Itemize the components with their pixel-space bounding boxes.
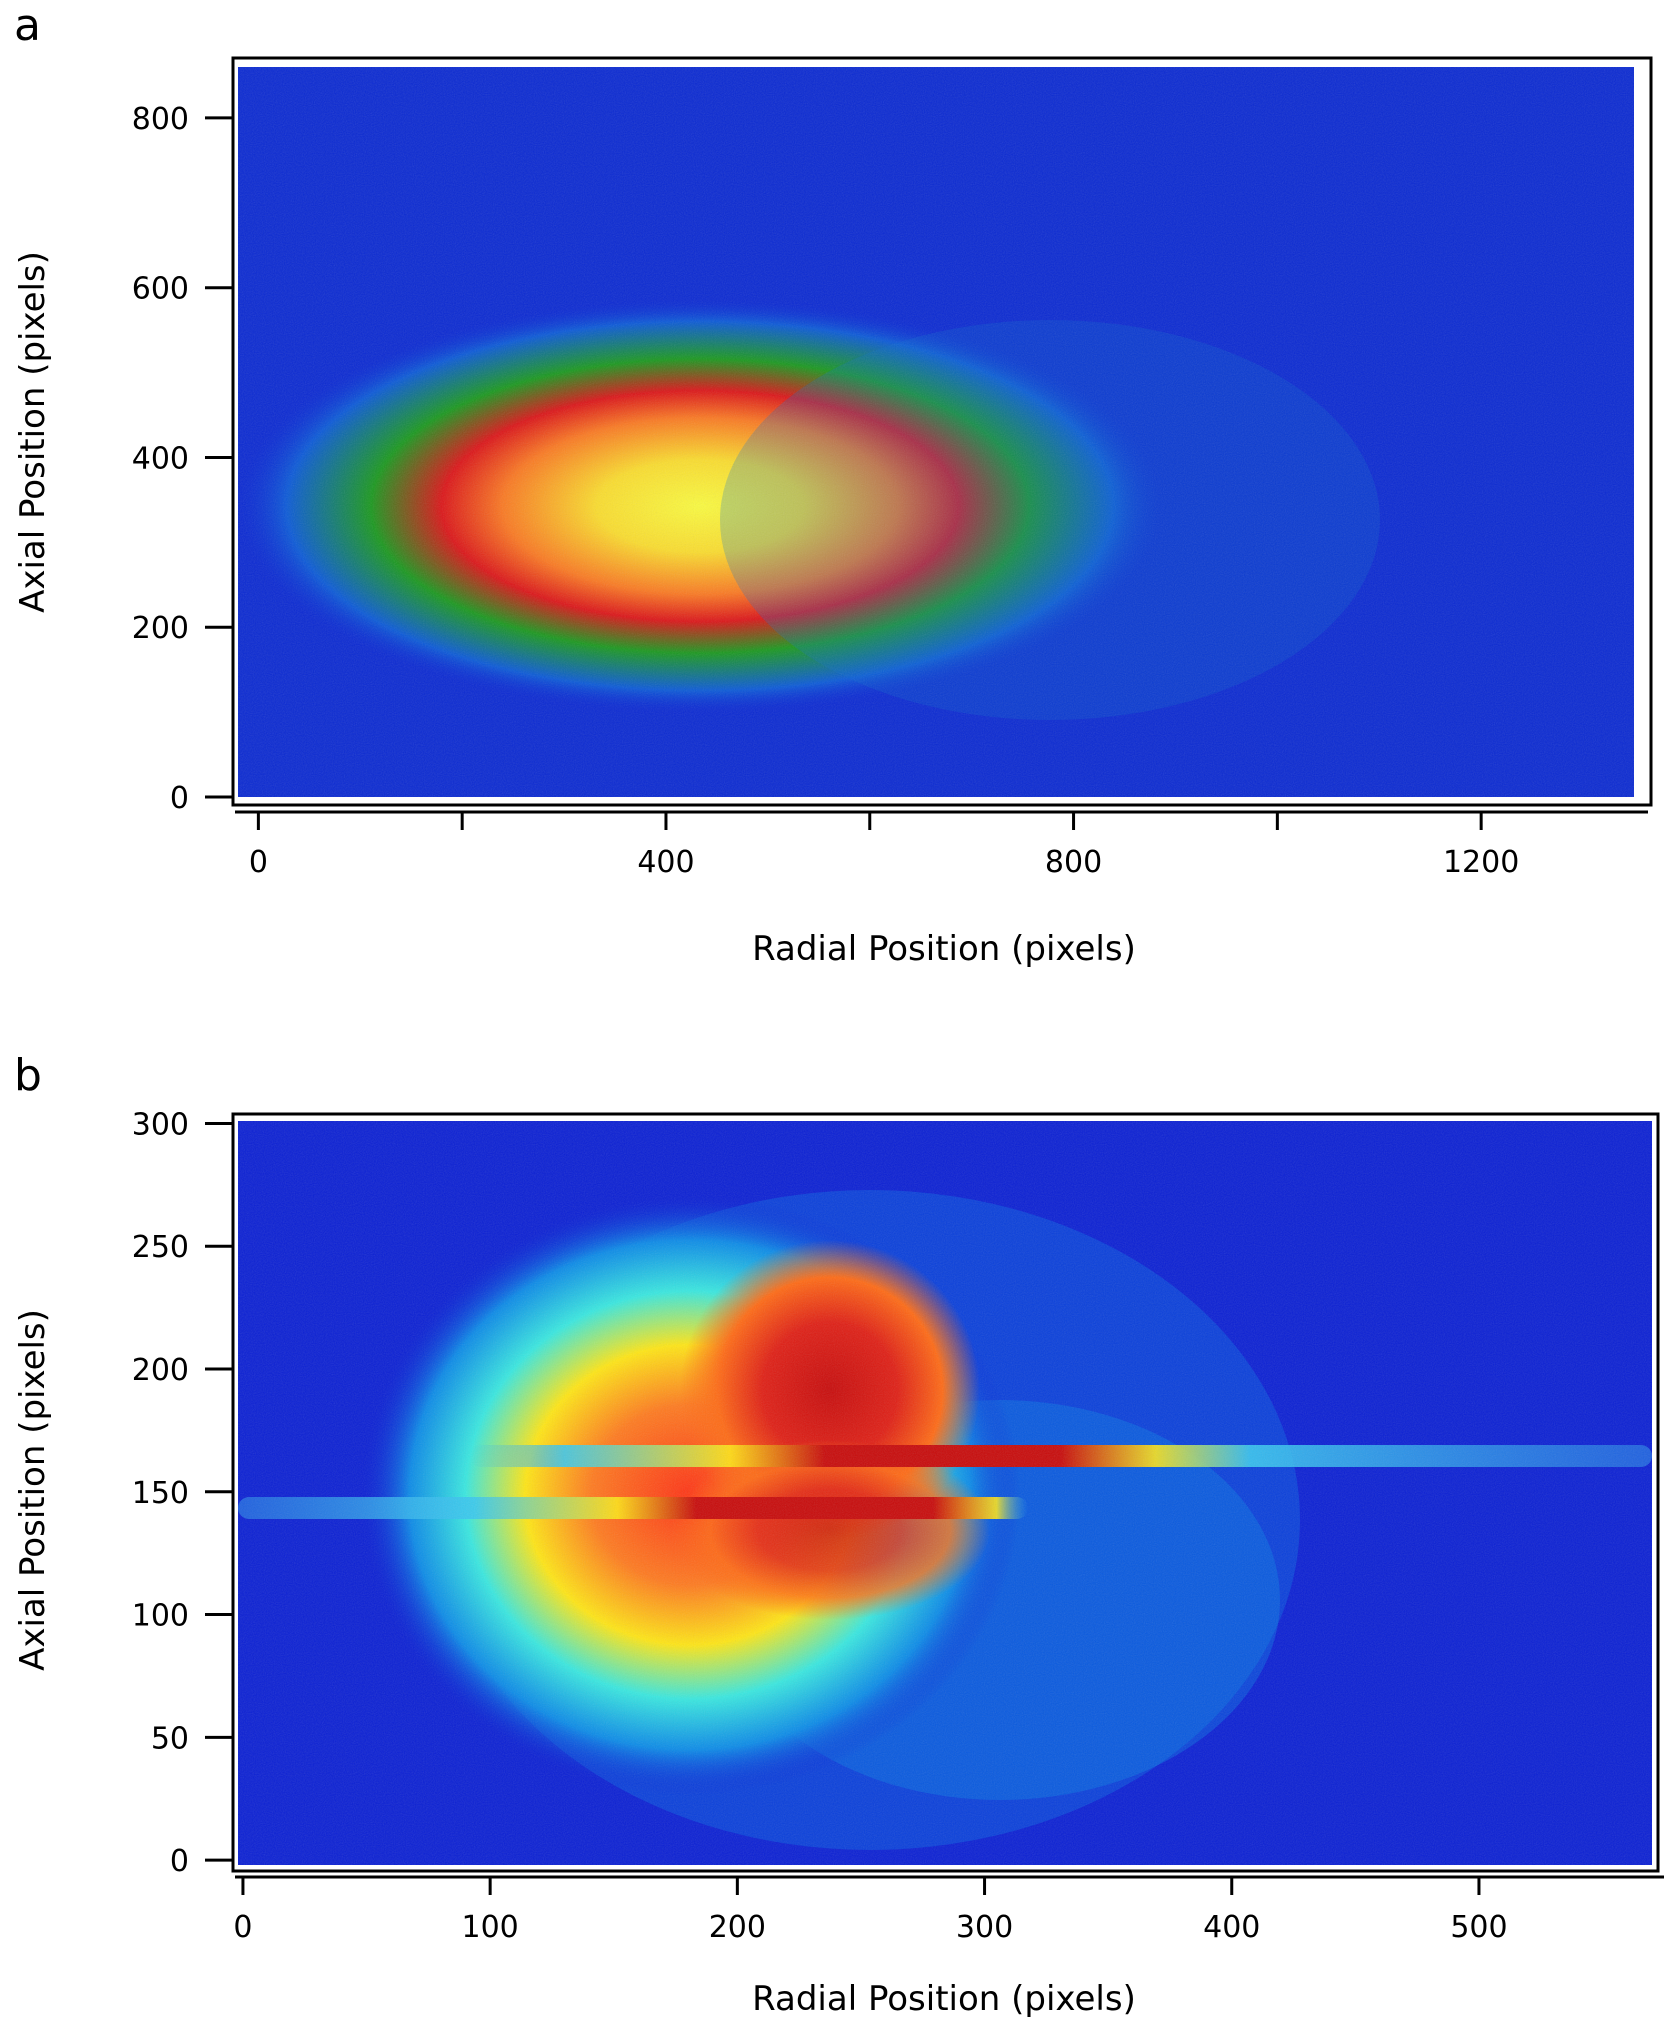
x-tick-label: 0 xyxy=(233,1910,252,1945)
x-tick-label: 0 xyxy=(249,845,268,880)
heatmap-a xyxy=(238,67,1634,797)
x-tick-label: 400 xyxy=(637,845,694,880)
heatmap-b xyxy=(238,1121,1652,1865)
y-axis-title-a: Axial Position (pixels) xyxy=(13,251,53,613)
panel-b: b 0 100 200 300 400 500 0 50 100 150 200 250 300 Ra… xyxy=(13,1050,1664,2019)
y-axis-a: 0 200 400 600 800 xyxy=(132,102,233,816)
x-tick-label: 500 xyxy=(1450,1910,1507,1945)
y-tick-label: 100 xyxy=(132,1599,189,1634)
y-tick-label: 0 xyxy=(170,781,189,816)
y-tick-label: 200 xyxy=(132,611,189,646)
x-axis-b: 0 100 200 300 400 500 xyxy=(233,1875,1664,1945)
panel-label-b: b xyxy=(14,1050,42,1101)
y-tick-label: 600 xyxy=(132,272,189,307)
noise-overlay-b xyxy=(238,1121,1652,1865)
panel-label-a: a xyxy=(14,0,41,51)
x-tick-label: 1200 xyxy=(1443,845,1519,880)
y-axis-b: 0 50 100 150 200 250 300 xyxy=(132,1107,233,1879)
x-axis-a: 0 400 800 1200 xyxy=(235,810,1648,880)
y-tick-label: 50 xyxy=(151,1721,189,1756)
y-tick-label: 0 xyxy=(170,1844,189,1879)
x-axis-title-a: Radial Position (pixels) xyxy=(752,929,1136,969)
y-axis-title-b: Axial Position (pixels) xyxy=(13,1309,53,1671)
y-tick-label: 200 xyxy=(132,1353,189,1388)
y-tick-label: 800 xyxy=(132,102,189,137)
y-tick-label: 300 xyxy=(132,1107,189,1142)
x-axis-title-b: Radial Position (pixels) xyxy=(752,1979,1136,2019)
y-tick-label: 150 xyxy=(132,1476,189,1511)
y-tick-label: 400 xyxy=(132,441,189,476)
plot-frame-a xyxy=(231,56,1653,807)
x-tick-label: 100 xyxy=(462,1910,519,1945)
y-tick-label: 250 xyxy=(132,1230,189,1265)
x-tick-label: 400 xyxy=(1203,1910,1260,1945)
x-tick-label: 300 xyxy=(956,1910,1013,1945)
x-tick-label: 800 xyxy=(1045,845,1102,880)
noise-overlay-a xyxy=(238,67,1634,797)
panel-a: a 0 400 800 1200 0 200 400 600 800 Radial Posit… xyxy=(13,0,1653,969)
x-tick-label: 200 xyxy=(709,1910,766,1945)
